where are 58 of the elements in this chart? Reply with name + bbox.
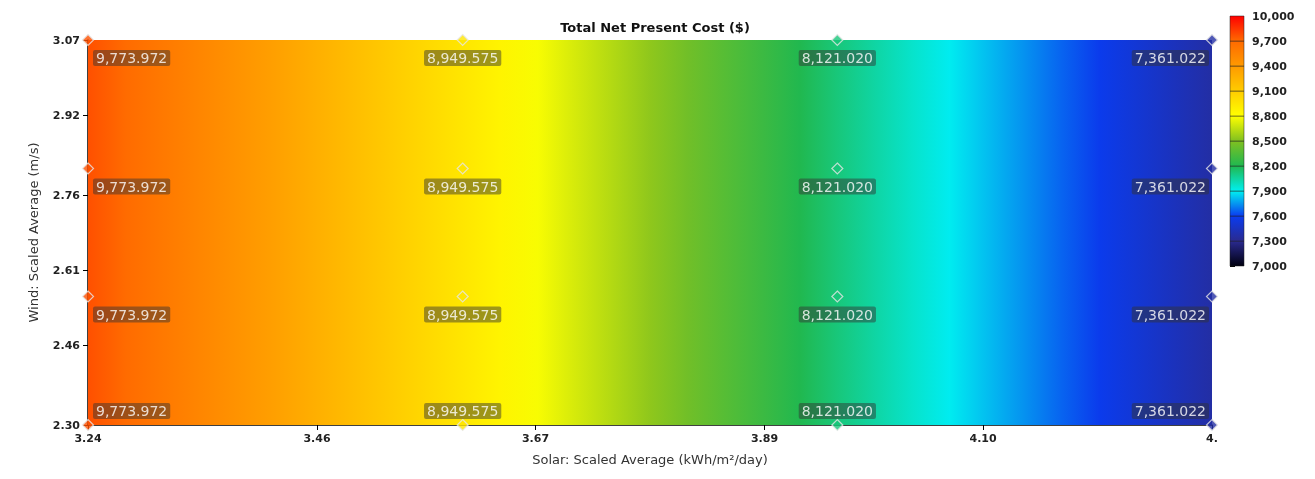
y-tick-label: 2.76 — [52, 188, 81, 202]
color-bar-label: 10,000 — [1252, 9, 1295, 23]
color-bar-label: 7,600 — [1252, 209, 1288, 223]
point — [831, 418, 844, 432]
annotation: 8,949.575 — [427, 306, 499, 323]
color-bar-label: 7,900 — [1252, 184, 1288, 198]
point — [456, 418, 469, 432]
color-bar-label: 8,200 — [1252, 159, 1288, 173]
annotation: 7,361.022 — [1134, 403, 1206, 419]
point — [456, 162, 469, 175]
color-bar-label: 9,700 — [1252, 34, 1288, 48]
annotation: 8,121.020 — [801, 50, 873, 66]
y-tick-label: 2.92 — [52, 108, 80, 122]
annotation: 7,361.022 — [1134, 306, 1206, 323]
annotation: 8,949.575 — [427, 178, 499, 195]
annotation: 8,949.575 — [427, 403, 499, 419]
color-bar-label: 9,100 — [1252, 84, 1288, 98]
annotation: 8,949.575 — [427, 50, 499, 66]
point — [1205, 290, 1219, 303]
annotation: 8,121.020 — [801, 306, 873, 323]
point — [456, 290, 469, 303]
x-tick-label: 4. — [1206, 432, 1218, 445]
point — [1205, 33, 1219, 47]
annotation: 9,773.972 — [96, 306, 168, 323]
annotation: 9,773.972 — [96, 178, 168, 195]
point — [81, 162, 95, 175]
x-tick-label: 3.46 — [303, 432, 331, 445]
point — [831, 162, 844, 175]
point — [81, 290, 95, 303]
point — [456, 33, 469, 47]
chart-title: Total Net Present Cost ($) — [560, 20, 750, 35]
y-tick-label: 2.61 — [52, 263, 80, 277]
y-tick-label: 3.07 — [52, 33, 80, 47]
x-tick-label: 4.10 — [969, 432, 997, 445]
point — [1205, 162, 1219, 175]
annotation: 8,121.020 — [801, 403, 873, 419]
annotation: 9,773.972 — [96, 403, 168, 419]
y-axis-title: Wind: Scaled Average (m/s) — [26, 142, 41, 323]
x-tick-label: 3.89 — [750, 432, 779, 445]
x-axis-title: Solar: Scaled Average (kWh/m²/day) — [532, 452, 768, 467]
annotation: 8,121.020 — [801, 178, 873, 195]
annotation: 9,773.972 — [96, 50, 168, 66]
x-tick-label: 3.24 — [74, 432, 102, 445]
color-bar-label: 7,000 — [1252, 259, 1288, 273]
point — [81, 33, 95, 47]
color-bar-label: 8,800 — [1252, 109, 1288, 123]
color-bar-label: 8,500 — [1252, 134, 1288, 148]
point — [831, 290, 844, 303]
y-tick-label: 2.46 — [52, 338, 81, 352]
point — [81, 418, 95, 432]
x-tick-label: 3.67 — [521, 432, 550, 445]
annotation: 7,361.022 — [1134, 50, 1206, 66]
color-bar-label: 9,400 — [1252, 59, 1288, 73]
color-bar-label: 7,300 — [1252, 234, 1288, 248]
y-tick-label: 2.30 — [52, 418, 81, 432]
point — [1205, 418, 1219, 432]
point — [831, 33, 844, 47]
annotation: 7,361.022 — [1134, 178, 1206, 195]
